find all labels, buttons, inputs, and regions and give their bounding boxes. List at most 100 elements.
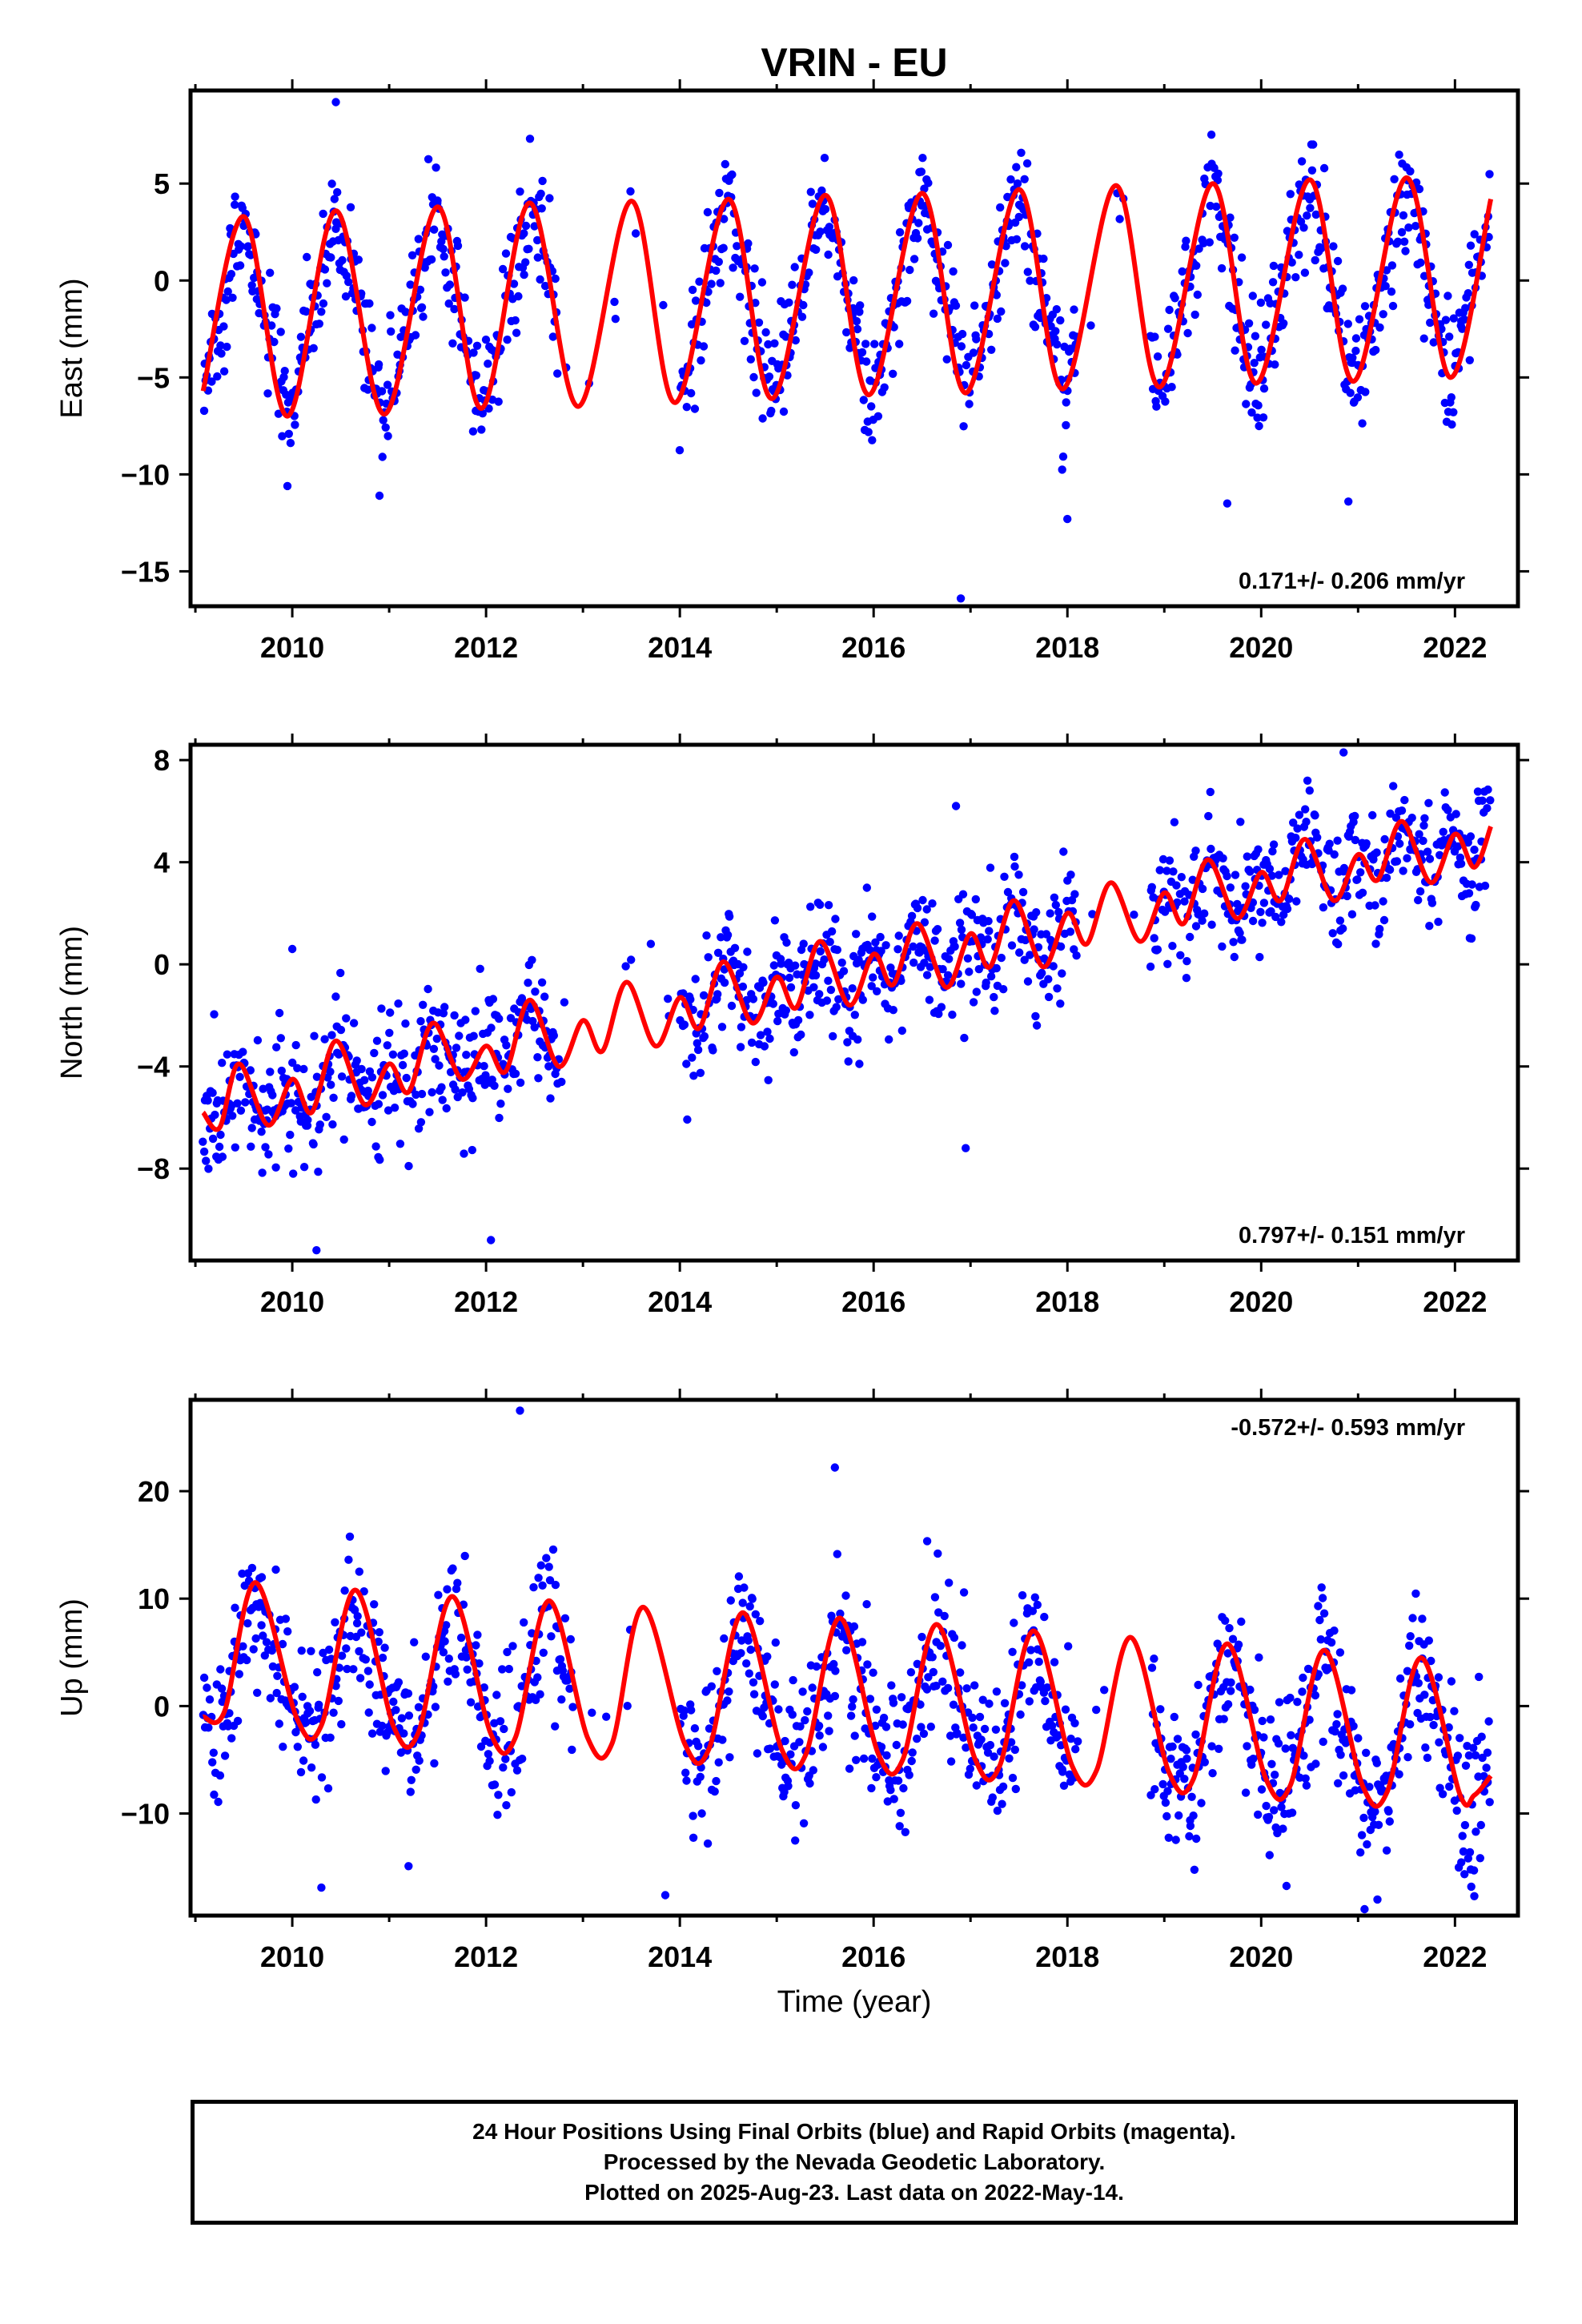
data-point (1014, 212, 1024, 222)
data-point (846, 1711, 856, 1720)
data-point (824, 901, 833, 910)
data-point (1165, 856, 1174, 865)
data-point (1233, 899, 1242, 909)
data-point (1472, 1827, 1480, 1836)
data-point (1059, 1781, 1069, 1790)
data-point (263, 389, 272, 398)
data-point (336, 968, 345, 978)
data-point (694, 1742, 703, 1751)
data-point (859, 1754, 869, 1763)
data-point (272, 1688, 281, 1698)
data-point (383, 432, 392, 440)
data-point (235, 1670, 243, 1679)
data-point (962, 1684, 971, 1693)
data-point (1416, 258, 1425, 267)
data-point (786, 983, 796, 992)
data-point (781, 1736, 789, 1746)
data-point (943, 971, 953, 980)
data-point (1241, 882, 1250, 891)
data-point (864, 428, 873, 436)
y-tick-label: 10 (138, 1582, 170, 1615)
y-tick-label: −10 (121, 1798, 170, 1831)
data-point (472, 371, 480, 380)
data-point (796, 1722, 805, 1731)
data-point (688, 285, 697, 295)
data-point (1476, 1820, 1486, 1830)
data-point (985, 927, 994, 935)
data-point (1262, 320, 1271, 329)
data-point (1450, 1707, 1459, 1715)
data-point (542, 1554, 551, 1562)
data-point (930, 1593, 940, 1602)
data-point (971, 895, 981, 904)
data-point (1017, 148, 1026, 157)
data-point (1434, 1673, 1443, 1682)
data-point (1471, 1751, 1480, 1760)
data-point (987, 345, 996, 354)
data-point (829, 1659, 838, 1669)
data-point (372, 1036, 382, 1045)
data-point (365, 1680, 374, 1689)
data-point (375, 1628, 383, 1637)
data-point (1177, 873, 1186, 882)
data-point (970, 1681, 979, 1690)
outlier-point (830, 1463, 840, 1472)
data-point (414, 235, 423, 243)
data-point (1397, 227, 1407, 237)
data-point (1319, 1737, 1327, 1747)
data-point (937, 1003, 946, 1011)
data-point (315, 1700, 323, 1709)
data-point (536, 189, 545, 199)
data-point (451, 1670, 460, 1679)
data-point (1223, 1649, 1232, 1658)
data-point (852, 316, 861, 326)
data-point (1399, 866, 1407, 875)
data-point (734, 1572, 744, 1581)
data-point (1231, 346, 1239, 355)
data-point (825, 1727, 833, 1735)
data-point (1388, 301, 1398, 311)
data-point (690, 404, 700, 413)
data-point (797, 312, 807, 321)
data-point (539, 1648, 548, 1657)
data-point (1051, 327, 1060, 336)
data-point (1049, 962, 1058, 971)
data-point (345, 1532, 355, 1542)
data-point (1371, 939, 1380, 948)
data-point (738, 982, 748, 991)
data-point (824, 250, 833, 259)
data-point (1155, 866, 1164, 875)
data-point (1295, 810, 1304, 819)
data-point (1331, 1727, 1339, 1736)
data-point (1279, 1824, 1287, 1833)
data-point (1193, 290, 1203, 300)
data-point (501, 249, 511, 258)
data-point (686, 995, 695, 1004)
data-point (1328, 929, 1337, 938)
data-point (721, 159, 729, 169)
data-point (323, 1784, 333, 1793)
data-point (282, 390, 291, 399)
data-point (1348, 353, 1357, 362)
data-point (1269, 840, 1279, 849)
data-point (365, 299, 374, 308)
data-point (1026, 951, 1034, 959)
data-point (779, 407, 789, 416)
data-point (1234, 1640, 1243, 1649)
data-point (438, 1096, 447, 1104)
data-point (742, 1659, 751, 1668)
data-point (1056, 942, 1066, 951)
data-point (331, 1618, 339, 1627)
data-point (476, 1742, 486, 1751)
data-point (940, 1611, 949, 1621)
data-point (962, 1743, 970, 1752)
data-point (1399, 211, 1408, 220)
data-point (502, 1801, 511, 1810)
data-point (1483, 1748, 1492, 1757)
data-point (1299, 1673, 1307, 1683)
data-point (855, 308, 864, 316)
data-point (682, 1776, 691, 1785)
data-point (204, 1164, 213, 1173)
data-point (1100, 1686, 1109, 1695)
data-point (1395, 1674, 1405, 1683)
